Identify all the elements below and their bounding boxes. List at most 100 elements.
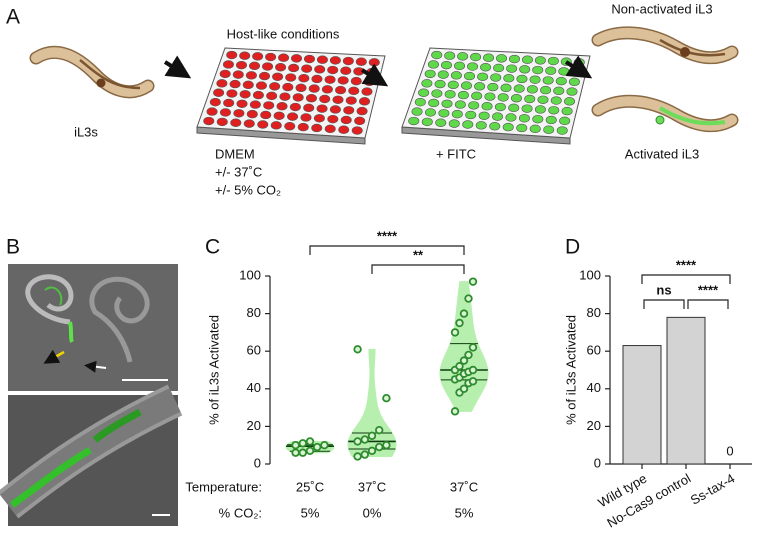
well	[566, 87, 578, 96]
well	[308, 84, 320, 93]
well	[543, 125, 555, 134]
well	[338, 125, 350, 134]
data-point	[375, 425, 384, 435]
well	[255, 81, 267, 90]
well	[451, 109, 463, 119]
well	[324, 75, 336, 84]
well	[545, 66, 557, 75]
well	[532, 114, 544, 124]
well	[303, 54, 315, 64]
well	[438, 109, 450, 118]
well	[537, 95, 549, 104]
row-value: 5%	[455, 505, 474, 520]
well	[206, 107, 218, 116]
well	[548, 106, 560, 115]
well	[478, 111, 490, 120]
well	[249, 61, 261, 71]
well	[291, 54, 303, 63]
y-tick-label: 100	[579, 267, 601, 282]
well	[421, 117, 433, 127]
well	[278, 53, 290, 62]
well	[516, 74, 528, 84]
well	[431, 50, 443, 60]
y-tick-label: 40	[247, 380, 261, 395]
well	[475, 121, 487, 130]
row-value: 0%	[363, 505, 382, 520]
well	[440, 60, 452, 70]
well	[490, 73, 502, 82]
well	[411, 107, 423, 116]
well	[356, 106, 368, 116]
well	[550, 96, 562, 105]
well	[348, 86, 360, 96]
data-point	[353, 437, 362, 446]
well	[553, 86, 565, 96]
data-point	[464, 350, 473, 360]
label: +/- 37˚C	[215, 164, 262, 179]
well	[532, 65, 544, 75]
row-value: 5%	[301, 505, 320, 520]
well	[301, 64, 313, 73]
data-point	[305, 437, 315, 446]
data-point	[320, 441, 329, 450]
label: Non-activated iL3	[611, 1, 712, 16]
label: +/- 5% CO₂	[215, 182, 281, 197]
well	[279, 92, 291, 101]
well	[540, 85, 552, 95]
data-point	[305, 446, 315, 456]
data-point	[375, 442, 384, 452]
well	[435, 118, 447, 127]
well	[350, 76, 362, 86]
well	[233, 109, 245, 118]
data-point	[450, 328, 460, 337]
well	[493, 63, 505, 73]
data-point	[468, 343, 478, 352]
y-tick-label: 80	[247, 305, 261, 320]
violin	[347, 348, 397, 457]
well	[547, 56, 559, 66]
well	[502, 122, 514, 132]
plate	[401, 47, 591, 145]
significance-label: ****	[676, 257, 697, 272]
well	[311, 123, 323, 133]
significance-label: ns	[656, 282, 671, 297]
row-value: 25˚C	[296, 479, 324, 494]
well	[298, 74, 310, 83]
well	[246, 109, 258, 119]
well	[447, 80, 459, 90]
well	[316, 55, 328, 64]
significance-bracket	[309, 245, 465, 255]
well	[483, 53, 495, 62]
row-label: % CO₂:	[219, 505, 262, 520]
well	[457, 90, 469, 100]
well	[444, 51, 456, 60]
well	[249, 100, 261, 109]
y-tick-label: 60	[247, 343, 261, 358]
well	[319, 94, 331, 104]
well	[263, 101, 275, 110]
well	[519, 65, 531, 74]
well	[424, 108, 436, 117]
arrow	[360, 63, 389, 87]
data-point	[459, 309, 469, 318]
data-point	[313, 442, 322, 452]
well	[239, 90, 251, 99]
data-point	[298, 448, 307, 457]
well	[260, 110, 272, 120]
well	[316, 104, 328, 113]
well	[226, 50, 238, 60]
well	[508, 54, 520, 64]
well	[510, 94, 522, 103]
well	[564, 97, 576, 106]
well	[219, 108, 231, 117]
well	[477, 72, 489, 81]
worm	[591, 26, 739, 65]
well	[431, 89, 443, 98]
well	[480, 63, 492, 72]
well	[484, 92, 496, 101]
well	[314, 65, 326, 74]
well	[489, 122, 501, 131]
well	[521, 104, 533, 113]
well	[289, 102, 301, 112]
well	[332, 95, 344, 104]
